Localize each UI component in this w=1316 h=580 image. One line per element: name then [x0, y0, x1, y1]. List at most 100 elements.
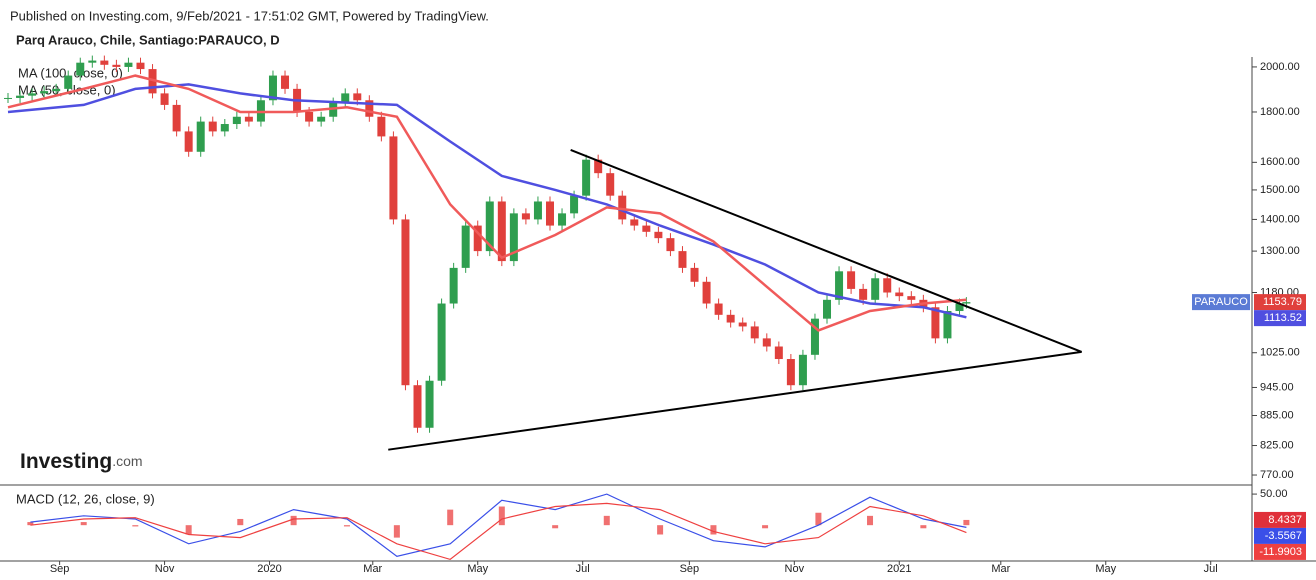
value-tag: 1113.52 — [1264, 312, 1302, 324]
candle — [570, 195, 579, 214]
histogram-bar — [963, 519, 970, 526]
y-tick-label: 770.00 — [1260, 469, 1294, 481]
candle — [16, 95, 25, 98]
candle — [449, 267, 458, 304]
histogram-bar — [393, 525, 400, 538]
y-tick-label: 1500.00 — [1260, 184, 1300, 196]
x-tick-label: 2021 — [887, 563, 911, 575]
candle — [232, 116, 241, 125]
candle — [738, 322, 747, 327]
value-tag: 8.4337 — [1268, 514, 1302, 526]
candle — [136, 62, 145, 70]
candle — [509, 213, 518, 262]
candle — [88, 60, 97, 63]
candle — [630, 219, 639, 226]
symbol-title: Parq Arauco, Chile, Santiago:PARAUCO, D — [16, 32, 280, 47]
value-tag-bg — [1254, 310, 1306, 327]
candle — [220, 124, 229, 132]
candle — [148, 69, 157, 94]
x-tick-label: Nov — [785, 563, 805, 575]
histogram-bar — [920, 525, 927, 529]
y-tick-label: 1025.00 — [1260, 347, 1300, 359]
candle — [726, 314, 735, 323]
macd-title: MACD (12, 26, close, 9) — [16, 491, 155, 506]
histogram-bar — [132, 525, 139, 527]
candle — [714, 303, 723, 315]
candle — [401, 219, 410, 386]
histogram-bar — [657, 525, 664, 535]
candle — [545, 201, 554, 226]
candle — [4, 97, 12, 99]
candle — [847, 271, 856, 289]
histogram-bar — [762, 525, 769, 529]
candle — [786, 359, 795, 386]
candle — [962, 302, 971, 304]
x-tick-label: Sep — [50, 563, 70, 575]
candle — [859, 288, 868, 300]
macd-line — [30, 502, 967, 561]
value-tag: -11.9903 — [1259, 546, 1302, 558]
x-tick-label: May — [467, 563, 488, 575]
value-tag: 1153.79 — [1263, 296, 1302, 308]
candle — [28, 93, 37, 96]
histogram-bar — [552, 525, 559, 529]
logo-suffix: .com — [112, 453, 142, 469]
x-tick-label: 2020 — [257, 563, 281, 575]
trendline — [570, 149, 1083, 353]
candle — [196, 121, 205, 152]
candle — [533, 201, 542, 220]
ma-line — [7, 83, 967, 319]
y-tick-label: 1600.00 — [1260, 156, 1300, 168]
candle — [823, 299, 832, 319]
candle — [521, 213, 530, 220]
candle — [666, 238, 675, 252]
histogram-bar — [185, 525, 192, 535]
candle — [64, 75, 73, 89]
candle — [485, 201, 494, 252]
y-tick-label: 825.00 — [1260, 439, 1294, 451]
y-tick-label: 1800.00 — [1260, 106, 1300, 118]
candle — [690, 267, 699, 282]
candle — [413, 385, 422, 428]
candle — [871, 278, 880, 300]
candle — [353, 93, 362, 101]
logo: Investing.com — [20, 450, 143, 473]
candle — [618, 195, 627, 220]
candle — [40, 91, 49, 94]
x-tick-label: Mar — [363, 563, 382, 575]
candle — [425, 380, 434, 428]
value-tag-bg — [1254, 543, 1306, 560]
candle — [762, 338, 771, 347]
candle — [208, 121, 217, 132]
legend-ma100: MA (100, close, 0) — [18, 65, 123, 80]
candle — [112, 64, 121, 67]
x-tick-label: Nov — [155, 563, 175, 575]
y-tick-label: 2000.00 — [1260, 61, 1300, 73]
candle — [955, 303, 964, 312]
histogram-bar — [710, 525, 717, 535]
y-tick-label: 50.00 — [1260, 488, 1288, 500]
logo-name: Investing — [20, 450, 112, 473]
histogram-bar — [867, 515, 874, 526]
value-tag-bg — [1254, 527, 1306, 544]
trendline — [388, 350, 1082, 451]
candle — [305, 111, 314, 122]
candle — [702, 281, 711, 304]
candle — [172, 104, 181, 132]
histogram-bar — [815, 512, 822, 526]
candle — [461, 225, 470, 268]
value-tag-bg — [1254, 294, 1306, 311]
candle — [931, 307, 940, 339]
candle — [774, 346, 783, 360]
candle — [835, 271, 844, 300]
y-tick-label: 1400.00 — [1260, 213, 1300, 225]
candle — [642, 225, 651, 232]
histogram-bar — [80, 522, 87, 526]
value-tag-bg — [1254, 511, 1306, 528]
candle — [244, 116, 253, 122]
candle — [437, 303, 446, 381]
ma-line — [7, 74, 967, 332]
histogram-bar — [343, 525, 350, 527]
candle — [883, 278, 892, 293]
